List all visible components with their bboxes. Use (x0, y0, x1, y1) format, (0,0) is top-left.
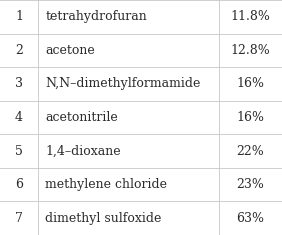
Text: 16%: 16% (236, 111, 264, 124)
Text: 3: 3 (15, 77, 23, 90)
Text: N,N–dimethylformamide: N,N–dimethylformamide (45, 77, 201, 90)
Text: tetrahydrofuran: tetrahydrofuran (45, 10, 147, 23)
Text: 6: 6 (15, 178, 23, 191)
Text: 4: 4 (15, 111, 23, 124)
Text: 7: 7 (15, 212, 23, 225)
Text: acetone: acetone (45, 44, 95, 57)
Text: 23%: 23% (236, 178, 264, 191)
Text: 2: 2 (15, 44, 23, 57)
Text: 22%: 22% (236, 145, 264, 158)
Text: 5: 5 (15, 145, 23, 158)
Text: 11.8%: 11.8% (230, 10, 270, 23)
Text: 1,4–dioxane: 1,4–dioxane (45, 145, 121, 158)
Text: dimethyl sulfoxide: dimethyl sulfoxide (45, 212, 162, 225)
Text: 1: 1 (15, 10, 23, 23)
Text: acetonitrile: acetonitrile (45, 111, 118, 124)
Text: 16%: 16% (236, 77, 264, 90)
Text: 63%: 63% (236, 212, 264, 225)
Text: 12.8%: 12.8% (230, 44, 270, 57)
Text: methylene chloride: methylene chloride (45, 178, 167, 191)
